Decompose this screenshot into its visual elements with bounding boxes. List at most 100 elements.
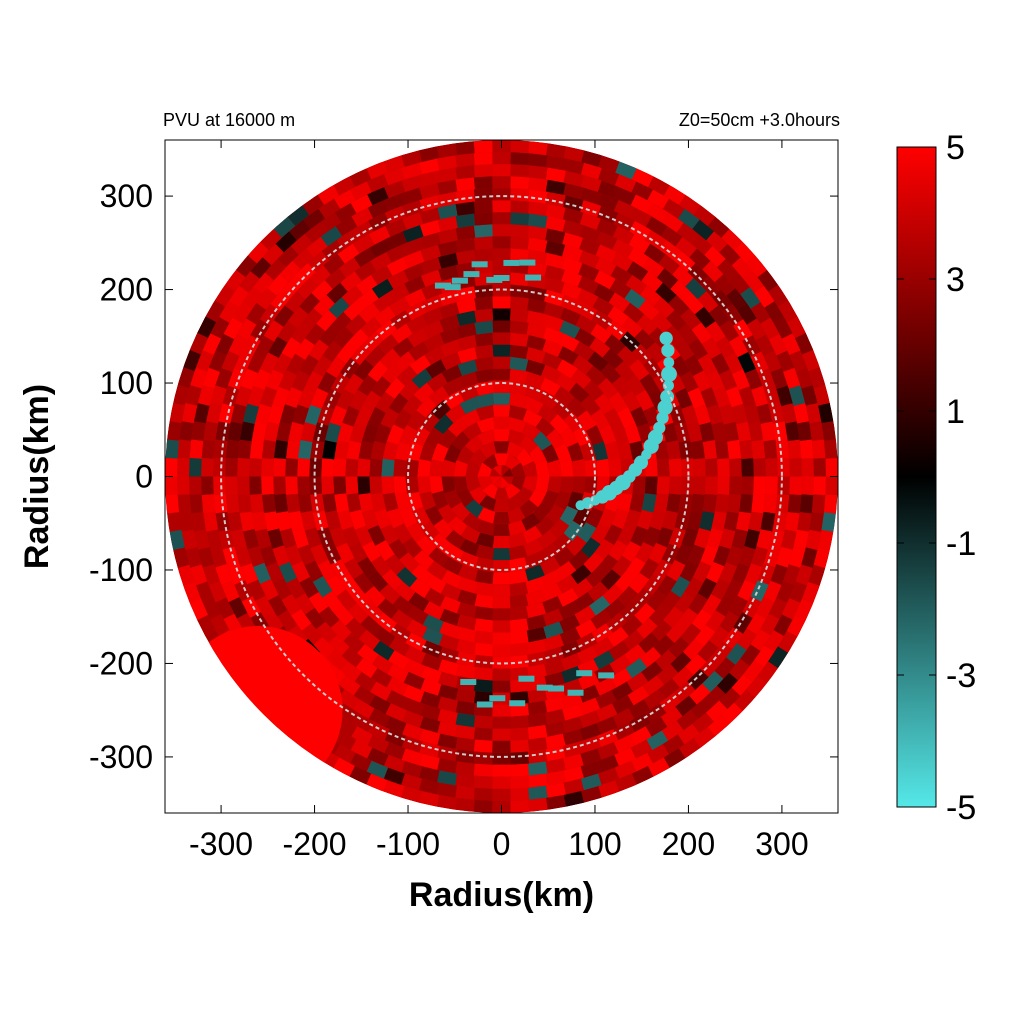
x-tick-label: 100 — [568, 826, 621, 862]
field-cell — [561, 257, 583, 275]
field-cell — [825, 476, 838, 496]
field-cell — [399, 425, 417, 446]
field-cell — [473, 176, 493, 190]
field-cell — [528, 177, 548, 192]
field-cell — [284, 291, 306, 313]
field-cell — [299, 577, 319, 599]
feature-cell — [519, 259, 536, 266]
field-cell — [602, 348, 624, 370]
field-cell — [353, 572, 374, 594]
field-cell — [523, 476, 538, 493]
field-cell — [510, 775, 530, 789]
field-cell — [509, 356, 529, 372]
field-cell — [455, 153, 475, 168]
field-cell — [597, 754, 619, 773]
field-cell — [374, 626, 396, 648]
field-cell — [768, 403, 785, 424]
field-cell — [631, 343, 653, 366]
field-cell — [492, 332, 511, 345]
field-cell — [420, 244, 441, 262]
field-cell — [733, 612, 753, 634]
field-cell — [419, 442, 436, 462]
field-cell — [493, 441, 510, 454]
field-cell — [736, 421, 752, 442]
field-cell — [453, 460, 468, 477]
field-cell — [225, 439, 240, 459]
field-cell — [719, 562, 738, 584]
field-cell — [348, 389, 368, 411]
field-cell — [673, 681, 696, 703]
field-cell — [717, 458, 730, 477]
field-cell — [625, 274, 648, 295]
field-cell — [697, 353, 717, 376]
field-cell — [268, 594, 288, 617]
field-cell — [687, 544, 706, 566]
field-cell — [455, 785, 475, 800]
field-cell — [674, 387, 693, 409]
field-cell — [627, 685, 650, 706]
field-cell — [738, 386, 756, 407]
field-cell — [343, 299, 365, 321]
field-cell — [420, 691, 441, 709]
field-cell — [693, 370, 712, 392]
field-cell — [189, 494, 204, 514]
field-cell — [686, 510, 703, 531]
colorbar-tick-label: 3 — [946, 261, 965, 299]
field-cell — [419, 183, 440, 200]
field-cell — [328, 297, 350, 319]
field-cell — [370, 440, 386, 461]
field-cell — [489, 468, 502, 477]
field-cell — [733, 319, 753, 341]
field-cell — [630, 726, 652, 746]
field-cell — [528, 797, 548, 812]
field-cell — [719, 611, 740, 633]
field-cell — [330, 619, 352, 642]
field-cell — [560, 640, 582, 659]
field-cell — [528, 153, 548, 168]
field-cell — [501, 464, 510, 477]
field-cell — [210, 614, 230, 637]
field-cell — [387, 270, 409, 290]
field-cell — [510, 703, 530, 717]
y-tick-label: 100 — [100, 365, 153, 401]
field-cell — [643, 243, 666, 264]
field-cell — [420, 703, 441, 721]
feature-cell — [460, 679, 477, 686]
field-cell — [793, 403, 810, 424]
field-cell — [629, 493, 645, 513]
field-cell — [629, 359, 650, 381]
field-cell — [757, 661, 779, 684]
field-cell — [697, 640, 719, 662]
field-cell — [611, 681, 633, 701]
field-cell — [313, 636, 335, 659]
field-cell — [509, 392, 528, 408]
field-cell — [450, 502, 471, 522]
field-cell — [210, 385, 227, 407]
field-cell — [596, 218, 618, 237]
field-cell — [510, 787, 530, 801]
field-cell — [261, 476, 274, 495]
field-cell — [594, 538, 615, 560]
field-cell — [177, 367, 195, 389]
field-cell — [465, 460, 480, 477]
field-cell — [334, 440, 349, 460]
field-cell — [521, 421, 541, 441]
field-cell — [510, 164, 530, 178]
field-cell — [165, 476, 178, 496]
field-cell — [678, 493, 693, 513]
field-cell — [357, 458, 371, 477]
field-cell — [708, 626, 730, 648]
field-cell — [357, 476, 371, 495]
field-cell — [509, 308, 529, 323]
field-cell — [202, 333, 222, 355]
field-cell — [459, 538, 480, 557]
field-cell — [336, 342, 357, 364]
field-cell — [474, 630, 494, 645]
field-cell — [263, 421, 280, 442]
field-cell — [320, 226, 343, 247]
field-cell — [367, 407, 386, 428]
field-cell — [813, 384, 830, 406]
field-cell — [393, 523, 413, 545]
field-cell — [563, 170, 584, 187]
field-cell — [725, 545, 744, 567]
